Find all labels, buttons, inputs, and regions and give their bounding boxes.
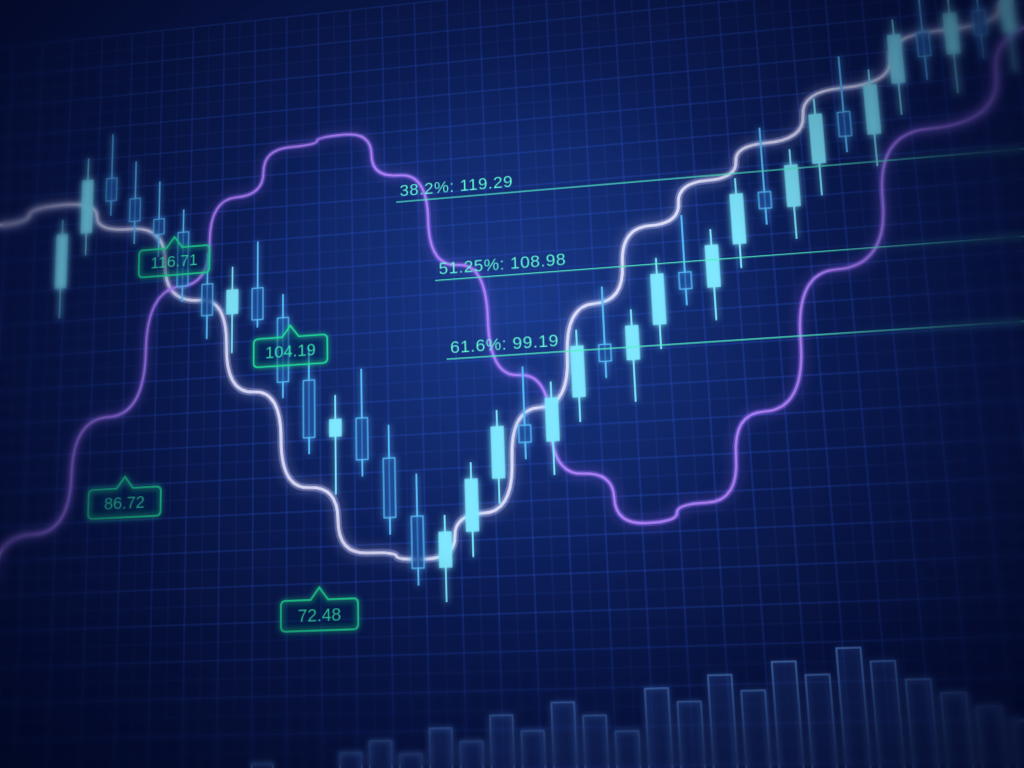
chart-plane: 38.2%: 119.2951.25%: 108.9861.6%: 99.191… [0,0,1024,768]
volume-bar [1012,720,1024,768]
fib-label: 38.2%: 119.29 [399,172,513,200]
volume-bar [400,754,424,768]
candle-body [130,198,141,221]
volume-bar [871,661,912,768]
candle-body [837,111,851,136]
candle-body [519,425,531,443]
candle-body [202,284,213,316]
volume-bars [78,642,1024,768]
candle-body [599,344,612,362]
candle-body [864,85,881,134]
candle-wick [838,56,847,152]
candle-body [545,398,559,441]
candlesticks [43,0,1024,617]
candle-body [730,194,746,244]
volume-bar [615,731,644,768]
candle-wick [335,395,336,495]
volume-bar [490,715,517,768]
candle-body [465,479,478,531]
candle-body [758,191,771,208]
candle-body [106,178,117,201]
volume-bar [521,731,548,768]
candle-body [943,13,960,54]
candle-body [571,346,585,397]
candle-body [679,272,692,289]
candle-body [439,532,452,567]
volume-bar [805,674,843,768]
volume-bar [583,715,612,768]
candle-body [356,418,368,460]
price-tag-label: 86.72 [104,492,145,514]
fib-label: 51.25%: 108.98 [438,249,566,278]
volume-bar [551,702,580,768]
volume-bar [251,763,273,768]
candle-body [916,32,931,57]
volume-bar [772,661,810,768]
volume-bar [429,728,454,768]
candle-body [252,288,263,320]
volume-bar [340,753,363,768]
candle-body [626,326,640,360]
candle-body [1000,0,1016,32]
candle-body [705,245,720,287]
candle-body [809,114,825,163]
candle-body [154,219,165,235]
candle-body [303,380,314,438]
volume-bar [677,701,709,768]
candle-body [411,516,424,568]
volume-bar [708,675,743,768]
price-tag-label: 104.19 [265,340,316,363]
candle-body [81,180,93,233]
candle-body [227,290,238,314]
volume-bar [645,688,677,768]
candle-body [972,10,987,35]
volume-bar [741,690,776,768]
candle-body [491,426,504,478]
volume-bar [460,741,485,768]
trading-chart: 38.2%: 119.2951.25%: 108.9861.6%: 99.191… [0,0,1024,768]
candle-body [383,458,395,518]
volume-bar [369,741,393,768]
candle-body [651,274,666,325]
chart-svg: 38.2%: 119.2951.25%: 108.9861.6%: 99.191… [0,0,1024,768]
volume-bar [906,679,946,768]
price-tag-label: 72.48 [298,604,342,626]
volume-bar [976,706,1015,768]
candle-body [330,419,341,436]
candle-body [55,234,67,288]
candle-body [785,165,800,207]
price-tag-label: 116.71 [150,250,198,272]
